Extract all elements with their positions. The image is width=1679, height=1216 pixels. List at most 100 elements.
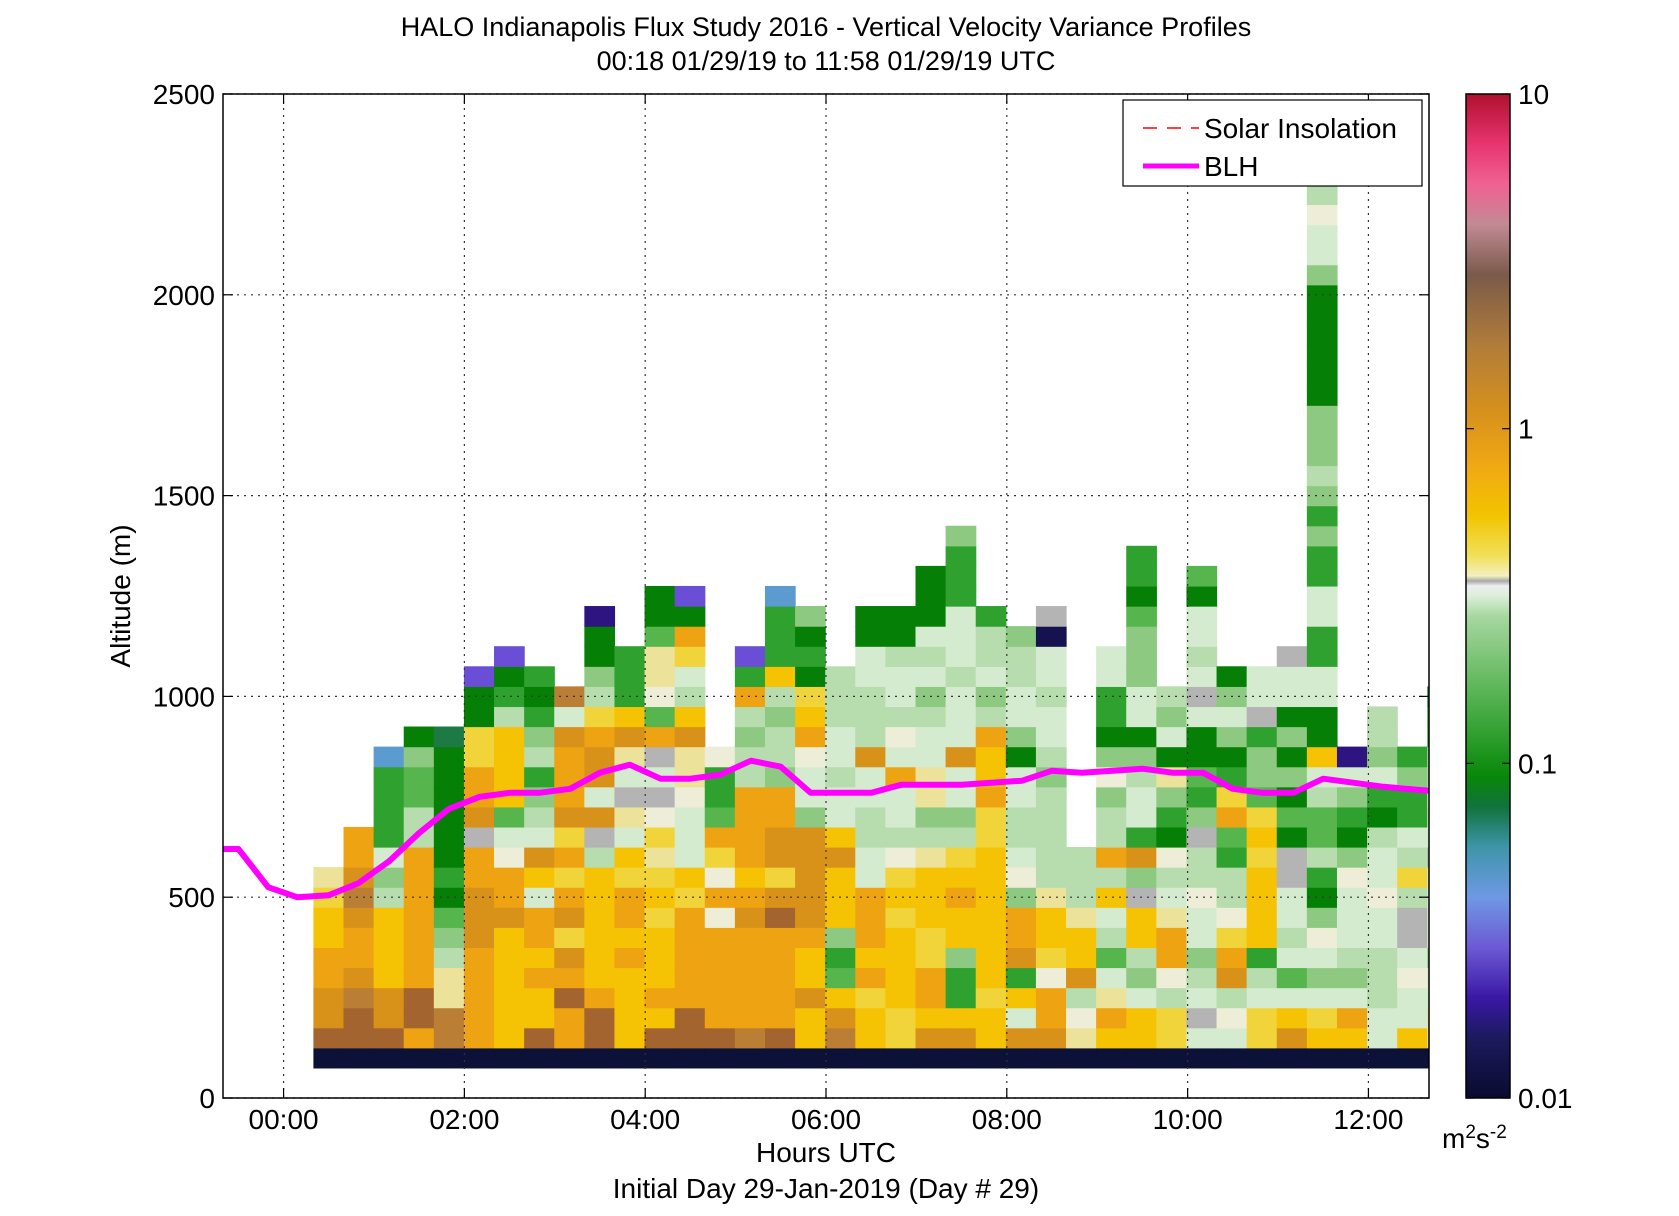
heatmap-cell: [343, 907, 375, 928]
x-tick-label: 06:00: [791, 1104, 861, 1135]
heatmap-cell: [1306, 425, 1338, 446]
heatmap-cell: [915, 726, 947, 748]
heatmap-cell: [734, 967, 766, 989]
heatmap-cell: [764, 1007, 796, 1029]
heatmap-cell: [1035, 967, 1067, 989]
heatmap-cell: [1246, 867, 1278, 888]
heatmap-cell: [1035, 606, 1067, 627]
heatmap-cell: [1306, 445, 1338, 467]
heatmap-cell: [1397, 887, 1428, 908]
heatmap-cell: [584, 887, 616, 908]
heatmap-cell: [1096, 746, 1127, 768]
heatmap-cell: [494, 666, 525, 687]
heatmap-cell: [1427, 947, 1429, 969]
heatmap-cell: [433, 867, 465, 888]
heatmap-cell: [1367, 766, 1398, 788]
heatmap-cell: [1367, 1047, 1398, 1069]
heatmap-cell: [1306, 224, 1338, 246]
heatmap-cell: [554, 967, 585, 989]
heatmap-cell: [373, 766, 405, 788]
heatmap-cell: [1216, 847, 1248, 868]
heatmap-cell: [1397, 907, 1428, 928]
heatmap-cell: [764, 907, 796, 928]
heatmap-cell: [524, 726, 555, 748]
heatmap-cell: [1397, 967, 1428, 989]
heatmap-cell: [1427, 706, 1429, 728]
heatmap-cell: [945, 686, 977, 708]
heatmap-cell: [855, 907, 886, 928]
heatmap-cell: [1005, 967, 1037, 989]
x-axis-label: Hours UTC: [756, 1137, 896, 1168]
heatmap-cell: [945, 525, 977, 547]
heatmap-cell: [1306, 565, 1338, 587]
heatmap-cell: [373, 907, 405, 928]
heatmap-cell: [1066, 927, 1097, 948]
heatmap-cell: [494, 646, 525, 667]
heatmap-cell: [403, 786, 435, 808]
heatmap-cell: [1306, 244, 1338, 266]
heatmap-cell: [1216, 726, 1248, 748]
heatmap-cell: [644, 1007, 676, 1029]
heatmap-cell: [614, 967, 646, 989]
heatmap-cell: [795, 907, 826, 928]
heatmap-cell: [764, 887, 796, 908]
heatmap-cell: [494, 686, 525, 708]
heatmap-cell: [584, 826, 616, 848]
heatmap-cell: [494, 987, 525, 1009]
heatmap-cell: [855, 626, 886, 647]
heatmap-cell: [1216, 806, 1248, 828]
heatmap-cell: [825, 1047, 856, 1069]
heatmap-cell: [795, 867, 826, 888]
heatmap-cell: [584, 1047, 616, 1069]
heatmap-cell: [674, 585, 706, 607]
heatmap-cell: [674, 907, 706, 928]
heatmap-cell: [795, 1027, 826, 1049]
heatmap-cell: [1427, 907, 1429, 928]
heatmap-cell: [584, 867, 616, 888]
heatmap-cell: [825, 947, 856, 969]
heatmap-cell: [795, 646, 826, 667]
heatmap-cell: [734, 847, 766, 868]
heatmap-cell: [1066, 987, 1097, 1009]
heatmap-cell: [313, 907, 345, 928]
heatmap-cell: [433, 847, 465, 868]
heatmap-cell: [1397, 867, 1428, 888]
heatmap-cell: [674, 646, 706, 667]
heatmap-cell: [614, 826, 646, 848]
heatmap-cell: [524, 867, 555, 888]
heatmap-cell: [885, 626, 917, 647]
heatmap-cell: [494, 907, 525, 928]
heatmap-cell: [1126, 646, 1157, 667]
heatmap-cell: [343, 847, 375, 868]
heatmap-cell: [1216, 987, 1248, 1009]
heatmap-cell: [1336, 746, 1368, 768]
heatmap-cell: [1427, 766, 1429, 788]
heatmap-cell: [945, 867, 977, 888]
heatmap-cell: [825, 726, 856, 748]
heatmap-cell: [614, 1027, 646, 1049]
heatmap-cell: [1306, 204, 1338, 226]
heatmap-cell: [494, 1027, 525, 1049]
heatmap-cell: [1397, 1027, 1428, 1049]
heatmap-cell: [734, 786, 766, 808]
heatmap-cell: [1096, 847, 1127, 868]
heatmap-cell: [945, 726, 977, 748]
heatmap-cell: [1276, 1007, 1308, 1029]
heatmap-cell: [1306, 626, 1338, 647]
heatmap-cell: [734, 987, 766, 1009]
heatmap-cell: [1246, 686, 1278, 708]
heatmap-cell: [915, 987, 947, 1009]
heatmap-cell: [403, 967, 435, 989]
heatmap-cell: [403, 927, 435, 948]
heatmap-cell: [1246, 1007, 1278, 1029]
heatmap-cell: [734, 726, 766, 748]
heatmap-cell: [885, 786, 917, 808]
heatmap-cell: [975, 847, 1007, 868]
heatmap-cell: [1427, 1047, 1429, 1069]
heatmap-cell: [1186, 887, 1218, 908]
heatmap-cell: [945, 947, 977, 969]
heatmap-cell: [855, 726, 886, 748]
heatmap-cell: [1276, 987, 1308, 1009]
heatmap-cell: [945, 706, 977, 728]
y-tick-label: 1500: [153, 481, 215, 512]
